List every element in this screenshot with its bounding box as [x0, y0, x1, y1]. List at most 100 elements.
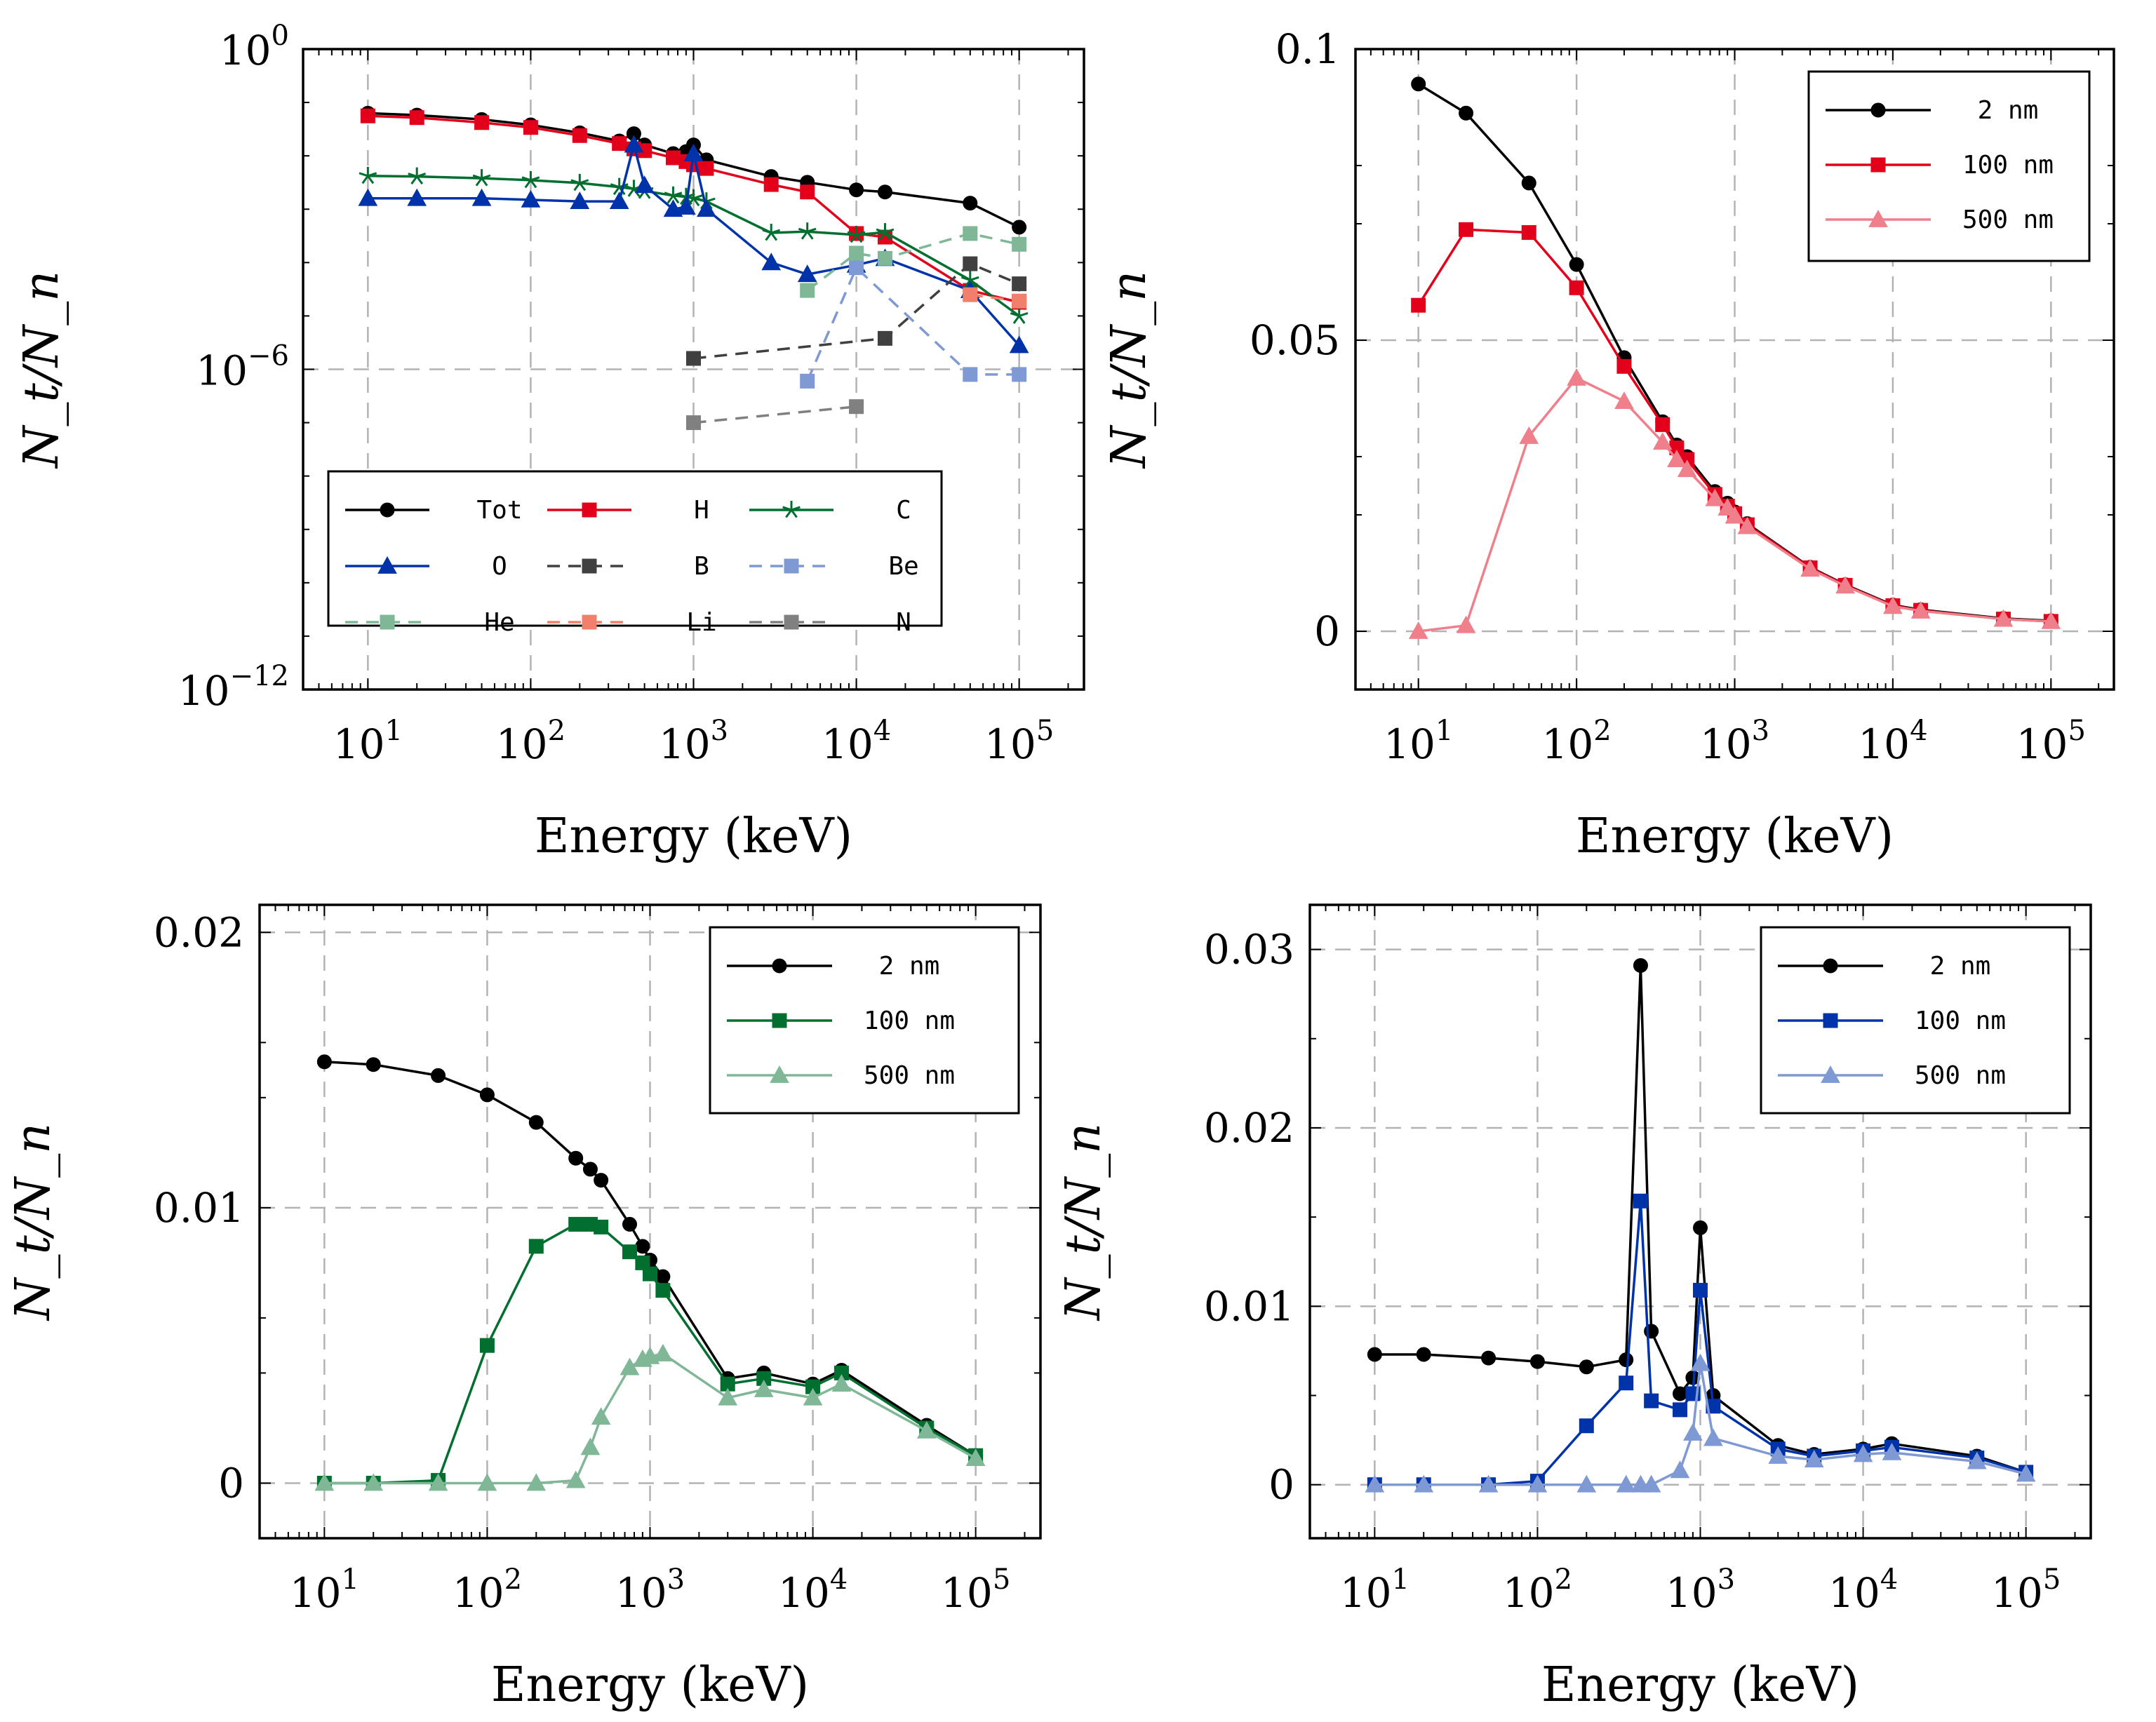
data-point — [1804, 1450, 1824, 1467]
x-tick-label: 104 — [778, 1563, 848, 1617]
data-point — [2041, 611, 2061, 629]
data-point — [594, 1219, 609, 1235]
data-point — [1703, 1428, 1723, 1446]
data-point — [800, 373, 815, 389]
data-point — [1521, 224, 1536, 240]
y-axis-title: N_t/N_n — [1102, 271, 1157, 469]
data-point — [831, 1374, 852, 1392]
data-point — [1569, 280, 1584, 295]
x-tick-label: 103 — [659, 715, 728, 768]
y-tick-label: 10−6 — [196, 340, 289, 395]
series-line — [693, 262, 1020, 360]
data-point — [762, 224, 781, 241]
data-point — [1579, 1418, 1594, 1434]
data-point — [1519, 426, 1539, 444]
data-point — [1619, 1352, 1634, 1368]
x-tick-label: 101 — [1340, 1563, 1410, 1617]
data-point — [1478, 1474, 1499, 1493]
data-point — [570, 191, 590, 210]
plot-frame — [1354, 48, 2115, 691]
data-point — [1416, 1347, 1431, 1362]
legend-marker — [1868, 209, 1888, 227]
data-point — [591, 1407, 611, 1425]
legend-marker — [1870, 157, 1886, 173]
data-point — [431, 1068, 446, 1083]
data-point — [1768, 1446, 1788, 1464]
data-point — [963, 367, 978, 382]
data-point — [1853, 1444, 1873, 1462]
data-point — [1456, 615, 1476, 633]
x-tick-label: 102 — [496, 715, 565, 768]
data-point — [1012, 236, 1027, 252]
x-tick-label: 104 — [1858, 715, 1927, 768]
data-point — [1408, 621, 1428, 639]
data-point — [634, 175, 655, 194]
data-point — [594, 1173, 609, 1188]
data-point — [1529, 1354, 1545, 1369]
y-tick-label: 0.02 — [1204, 1104, 1294, 1152]
data-point — [1614, 391, 1634, 410]
data-point — [523, 120, 538, 135]
data-point — [477, 1473, 497, 1491]
data-point — [849, 399, 864, 415]
legend-marker — [770, 1065, 789, 1083]
legend-label: 2 nm — [879, 952, 940, 981]
y-tick-label: 0.01 — [154, 1184, 244, 1232]
x-tick-label: 103 — [1700, 715, 1769, 768]
data-point — [622, 1216, 638, 1232]
x-axis-title: Energy (keV) — [1576, 809, 1894, 864]
data-point — [1010, 307, 1029, 324]
data-point — [526, 1473, 547, 1491]
data-point — [849, 245, 864, 261]
data-point — [718, 1387, 738, 1406]
legend-item: 100 nm — [1778, 1007, 2006, 1035]
legend-marker — [582, 614, 597, 630]
data-point — [686, 415, 701, 431]
legend-marker — [784, 558, 799, 574]
series-n — [686, 399, 864, 431]
data-point — [798, 222, 817, 240]
data-point — [1725, 506, 1745, 524]
plot-frame — [1308, 903, 2092, 1540]
data-point — [800, 184, 815, 200]
data-point — [1411, 297, 1426, 313]
data-point — [1655, 417, 1670, 432]
data-point — [1009, 335, 1029, 354]
legend-item: 2 nm — [727, 952, 939, 981]
legend-item: H — [547, 496, 709, 525]
plot-frame — [302, 48, 1085, 691]
legend-box — [327, 470, 943, 627]
data-point — [849, 182, 864, 198]
data-point — [960, 271, 979, 288]
legend-label: H — [694, 496, 709, 525]
legend-item: 100 nm — [727, 1007, 955, 1035]
x-tick-label: 105 — [1991, 1563, 2061, 1617]
data-point — [697, 199, 716, 217]
data-point — [1616, 1474, 1636, 1493]
data-point — [409, 110, 424, 126]
data-point — [761, 253, 782, 271]
data-point — [653, 1343, 673, 1361]
data-point — [1367, 1347, 1382, 1362]
legend-label: O — [492, 552, 507, 581]
data-point — [1883, 596, 1903, 614]
data-point — [800, 283, 815, 298]
data-point — [655, 1283, 671, 1298]
x-tick-label: 104 — [1828, 1563, 1898, 1617]
legend-label: Be — [888, 552, 918, 581]
data-point — [1835, 576, 1855, 594]
data-point — [1633, 1193, 1648, 1209]
data-point — [877, 330, 892, 346]
data-point — [1569, 257, 1584, 272]
y-tick-label: 0.1 — [1275, 25, 1340, 73]
data-point — [1652, 432, 1673, 450]
y-tick-label: 0.02 — [154, 908, 244, 956]
legend-item: B — [547, 552, 709, 581]
data-point — [408, 167, 427, 185]
legend-label: 2 nm — [1930, 952, 1991, 981]
panel-element-fractions: 101 102 103 104 105 100 10−6 10−12 Energy (keV) N… — [14, 20, 1085, 864]
data-point — [1576, 1474, 1597, 1493]
series-line — [368, 175, 1020, 317]
legend-label: N — [896, 608, 911, 637]
